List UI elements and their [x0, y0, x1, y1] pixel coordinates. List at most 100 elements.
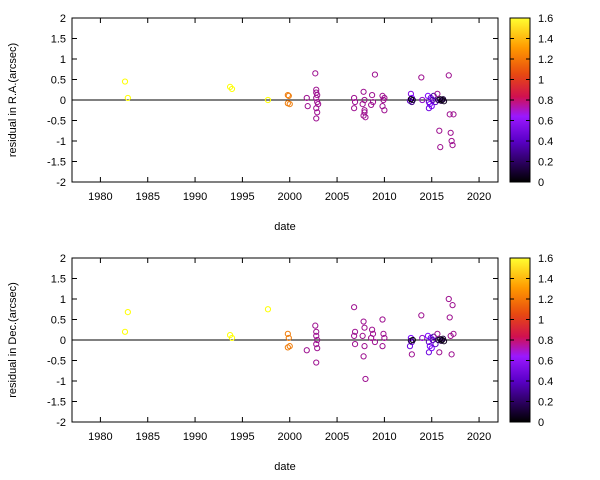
- ra-data-point: [450, 111, 457, 118]
- ra-x-tick-label: 1980: [88, 191, 112, 203]
- ra-data-point: [368, 101, 375, 109]
- ra-data-point: [314, 109, 321, 116]
- dec-y-tick-label: 1.5: [51, 274, 66, 286]
- ra-data-point: [381, 107, 388, 114]
- ra-colorbar-ticks: 0 0.2 0.4 0.6 0.8 1 1.2 1.4 1.6: [510, 13, 553, 189]
- ra-data-point: [359, 101, 366, 108]
- dec-colorbar-ticks: 0 0.2 0.4 0.6 0.8 1 1.2 1.4 1.6: [510, 253, 553, 429]
- dec-data-point: [361, 343, 368, 350]
- dec-data-point: [419, 334, 426, 342]
- ra-data-point: [418, 74, 425, 81]
- ra-y-tick-label: -1: [56, 136, 66, 148]
- ra-x-tick-label: 2005: [325, 191, 349, 203]
- dec-y-tick-label: 0: [60, 335, 66, 347]
- dec-data-point: [313, 359, 320, 366]
- dec-x-tick-label: 1990: [183, 431, 207, 443]
- dec-data-point: [418, 312, 425, 319]
- dec-panel: 1980 1985 1990 1995 2000 2005 2010 2015 2020 -2-…: [7, 253, 553, 473]
- dec-data-point: [368, 326, 376, 333]
- ra-x-ticks: 1980 1985 1990 1995 2000 2005 2010 2015 2020: [88, 18, 491, 203]
- dec-data-point: [285, 334, 292, 342]
- ra-y-tick-label: -2: [56, 177, 66, 189]
- dec-x-tick-label: 1980: [88, 431, 112, 443]
- ra-x-tick-label: 1995: [230, 191, 254, 203]
- dec-data-point: [351, 332, 358, 339]
- ra-data-point: [436, 127, 443, 134]
- dec-data-point: [360, 353, 367, 360]
- dec-data-point: [380, 330, 387, 337]
- ra-x-tick-label: 2010: [372, 191, 396, 203]
- ra-data-point: [121, 78, 129, 85]
- dec-data-point: [445, 295, 452, 303]
- dec-colorbar-tick-label: 1.6: [538, 253, 553, 265]
- ra-data-point: [449, 142, 456, 149]
- dec-data-point: [449, 302, 456, 309]
- ra-colorbar-tick-label: 0.4: [538, 136, 553, 148]
- dec-data-point: [446, 314, 453, 321]
- dec-data-point: [430, 333, 437, 340]
- dec-data-point: [368, 334, 375, 342]
- ra-data-point: [434, 90, 441, 97]
- ra-data-point: [438, 97, 445, 104]
- dec-data-point: [408, 351, 415, 358]
- dec-colorbar-tick-label: 0.2: [538, 397, 553, 409]
- dec-data-point: [121, 328, 129, 335]
- ra-data-point: [285, 92, 292, 100]
- dec-colorbar-tick-label: 1.4: [538, 274, 553, 286]
- ra-x-tick-label: 2020: [467, 191, 491, 203]
- dec-data-point: [425, 349, 432, 356]
- dec-data-point: [313, 341, 320, 348]
- dec-data-point: [284, 330, 291, 337]
- ra-data-point: [313, 94, 320, 102]
- dec-y-tick-label: -2: [56, 417, 66, 429]
- ra-y-tick-label: 2: [60, 13, 66, 25]
- dec-data-point: [303, 347, 310, 354]
- dec-data-point: [407, 337, 415, 344]
- dec-data-point: [448, 351, 455, 358]
- dec-data-point: [371, 338, 379, 346]
- ra-y-tick-label: 1.5: [51, 34, 66, 46]
- ra-data-point: [448, 137, 455, 145]
- dec-colorbar-tick-label: 0: [538, 417, 544, 429]
- dec-data-point: [284, 344, 291, 351]
- dec-x-tick-label: 2020: [467, 431, 491, 443]
- ra-data-point: [360, 88, 367, 95]
- dec-data-point: [313, 332, 320, 339]
- dec-data-point: [264, 306, 272, 313]
- ra-colorbar-tick-label: 1.4: [538, 34, 553, 46]
- ra-x-tick-label: 2000: [277, 191, 301, 203]
- dec-colorbar-tick-label: 0.4: [538, 376, 553, 388]
- ra-x-tick-label: 1990: [183, 191, 207, 203]
- dec-x-tick-label: 1995: [230, 431, 254, 443]
- dec-y-axis-label: residual in Dec.(arcsec): [7, 282, 19, 398]
- dec-data-point: [360, 318, 367, 325]
- ra-data-point: [124, 94, 131, 102]
- dec-x-tick-label: 2015: [419, 431, 443, 443]
- ra-colorbar-tick-label: 0.2: [538, 157, 553, 169]
- dec-data-point: [359, 332, 366, 339]
- dec-data-point: [381, 334, 388, 342]
- ra-y-ticks: -2 -1.5 -1 -0.5 0 0.5 1 1.5 2: [47, 13, 498, 189]
- ra-data-point: [351, 94, 358, 102]
- dec-x-tick-label: 2005: [325, 431, 349, 443]
- dec-colorbar-tick-label: 1.2: [538, 294, 553, 306]
- ra-colorbar-tick-label: 1.6: [538, 13, 553, 25]
- ra-data-point: [314, 91, 321, 99]
- dec-data-point: [428, 345, 435, 352]
- ra-data-point: [312, 70, 319, 77]
- dec-x-ticks: 1980 1985 1990 1995 2000 2005 2010 2015 2020: [88, 258, 491, 443]
- dec-data-point: [362, 375, 369, 383]
- ra-data-point: [264, 96, 272, 104]
- dec-colorbar-tick-label: 0.8: [538, 335, 553, 347]
- dec-y-tick-label: 2: [60, 253, 66, 265]
- dec-x-axis-label: date: [274, 461, 295, 473]
- ra-data-point: [284, 91, 291, 99]
- ra-x-axis-label: date: [274, 221, 295, 233]
- ra-data-point: [407, 96, 415, 103]
- dec-x-tick-label: 2010: [372, 431, 396, 443]
- dec-data-point: [440, 338, 448, 345]
- dec-x-tick-label: 1985: [135, 431, 159, 443]
- ra-data-point: [351, 105, 358, 112]
- ra-y-tick-label: -1.5: [47, 157, 66, 169]
